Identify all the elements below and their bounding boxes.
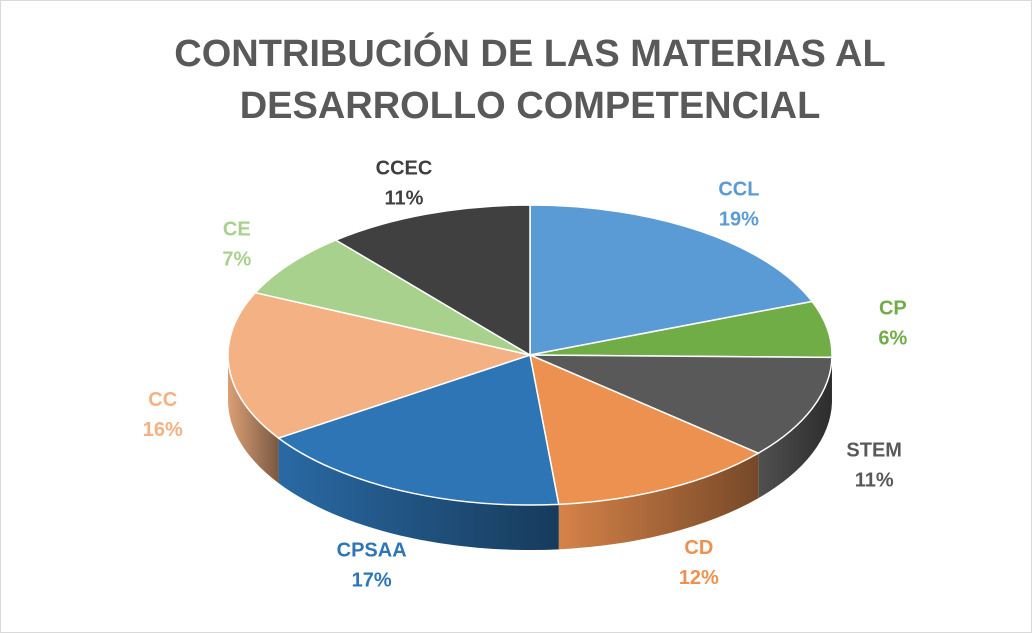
data-label-name: CCL xyxy=(718,179,759,201)
data-label-name: CP xyxy=(879,298,907,320)
data-label-value: 19% xyxy=(719,209,759,231)
slice-side-shade xyxy=(228,355,279,484)
slice xyxy=(276,354,560,506)
slice-side-shade xyxy=(278,438,559,550)
chart-title: CONTRIBUCIÓN DE LAS MATERIAS AL xyxy=(174,31,885,75)
data-label-name: STEM xyxy=(846,440,902,462)
data-label-value: 11% xyxy=(855,470,894,492)
slice xyxy=(529,204,814,356)
data-label-name: CC xyxy=(148,389,177,411)
slice-side-shade xyxy=(558,453,759,550)
chart-title: DESARROLLO COMPETENCIAL xyxy=(240,85,821,127)
data-label-value: 7% xyxy=(222,248,251,270)
data-label-value: 16% xyxy=(143,419,183,441)
data-label-name: CPSAA xyxy=(337,540,407,562)
data-label-name: CE xyxy=(223,218,251,240)
slice xyxy=(334,204,531,357)
slice xyxy=(529,354,833,455)
data-label-value: 17% xyxy=(352,570,392,592)
data-label-value: 11% xyxy=(385,187,424,209)
slice xyxy=(253,239,531,356)
data-label-value: 12% xyxy=(679,567,719,589)
data-label-name: CD xyxy=(684,537,713,559)
data-label-value: 6% xyxy=(878,328,907,350)
slice xyxy=(227,291,533,439)
slice xyxy=(528,353,760,506)
data-label-name: CCEC xyxy=(376,157,433,179)
